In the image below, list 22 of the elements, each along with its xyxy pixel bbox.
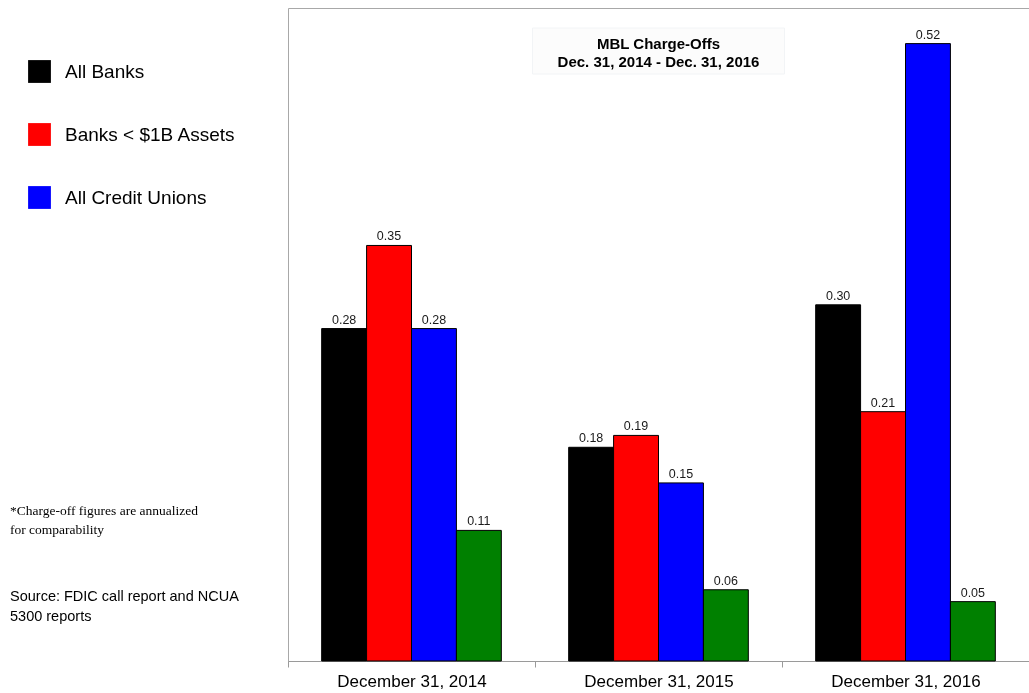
data-label: 0.11 (467, 514, 491, 529)
x-tick-label: December 31, 2016 (831, 671, 981, 691)
data-label: 0.06 (713, 573, 739, 588)
source-note: Source: FDIC call report and NCUA 5300 reports (10, 588, 240, 624)
data-label: 0.19 (623, 419, 649, 434)
x-tick-label: December 31, 2014 (337, 671, 487, 691)
data-label: 0.18 (578, 431, 604, 446)
legend-label: All Banks (65, 60, 145, 82)
text: Dec. 31, 2014 - Dec. 31, 2016 (557, 53, 760, 70)
legend-label: All Credit Unions (65, 186, 207, 208)
data-label: 0.28 (331, 312, 357, 327)
data-label: 0.35 (376, 229, 402, 244)
x-tick-label: December 31, 2015 (584, 671, 734, 691)
chart-title: MBL Charge-Offs (596, 35, 721, 52)
text: *Charge-off figures are annualized for comparability (10, 503, 199, 537)
data-label: 0.30 (825, 288, 851, 303)
data-label: 0.05 (960, 585, 986, 600)
data-label: 0.52 (915, 27, 941, 42)
data-label: 0.15 (668, 466, 694, 481)
data-label: 0.28 (421, 312, 447, 327)
legend-label: Banks < $1B Assets (65, 123, 235, 145)
data-label: 0.21 (870, 395, 896, 410)
